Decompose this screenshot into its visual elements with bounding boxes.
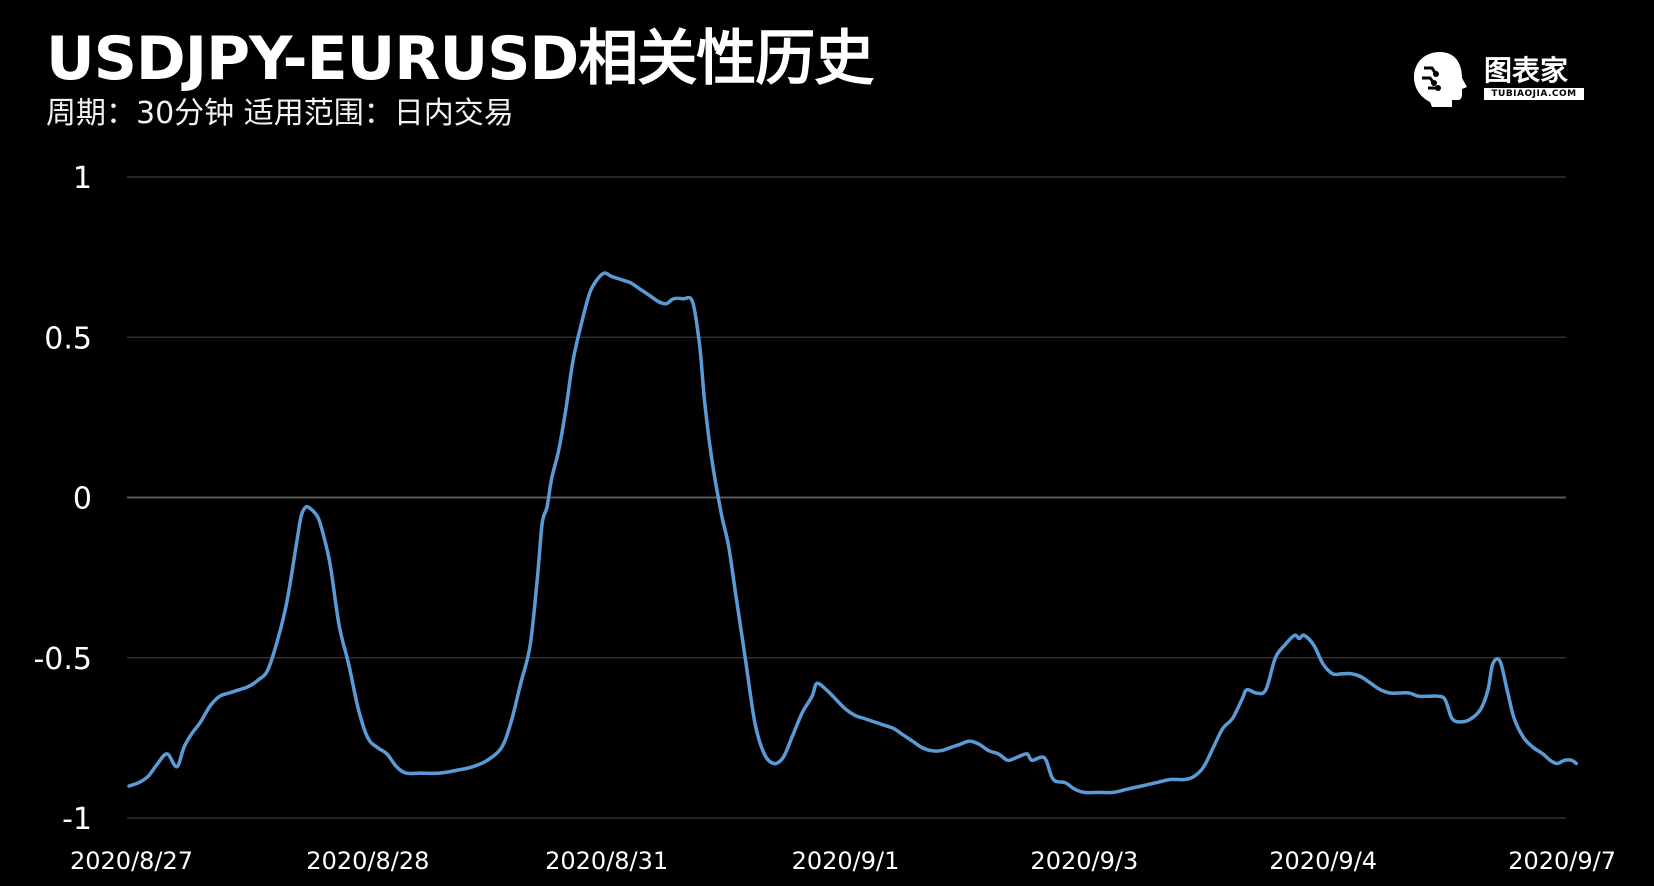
chart-header: USDJPY-EURUSD相关性历史 周期：30分钟 适用范围：日内交易 — [46, 24, 1346, 134]
y-tick-label: 0 — [73, 482, 92, 517]
chart-subtitle: 周期：30分钟 适用范围：日内交易 — [46, 96, 514, 131]
x-tick-label: 2020/8/31 — [545, 847, 668, 875]
x-tick-label: 2020/9/3 — [1030, 847, 1138, 875]
logo-text: 图表家 — [1484, 54, 1569, 87]
x-tick-label: 2020/9/1 — [792, 847, 900, 875]
y-tick-label: -0.5 — [33, 642, 92, 677]
y-axis-ticks: 1 0.5 0 -0.5 -1 — [33, 161, 92, 837]
brain-head-icon — [1414, 52, 1467, 107]
x-axis-ticks: 2020/8/27 2020/8/28 2020/8/31 2020/9/1 2020/… — [70, 847, 1616, 875]
grid-lines — [127, 176, 1566, 819]
correlation-series-line — [127, 271, 1579, 795]
y-tick-label: 1 — [73, 161, 92, 196]
brand-logo: 图表家 TUBIAOJIA.COM — [1412, 50, 1592, 108]
x-tick-label: 2020/8/28 — [306, 847, 429, 875]
y-tick-label: 0.5 — [44, 321, 92, 356]
series-group — [127, 271, 1579, 795]
x-tick-label: 2020/9/4 — [1269, 847, 1377, 875]
logo-subtext: TUBIAOJIA.COM — [1484, 88, 1584, 100]
chart-title: USDJPY-EURUSD相关性历史 — [46, 24, 874, 94]
y-tick-label: -1 — [62, 802, 92, 837]
x-tick-label: 2020/9/7 — [1508, 847, 1616, 875]
x-tick-label: 2020/8/27 — [70, 847, 193, 875]
